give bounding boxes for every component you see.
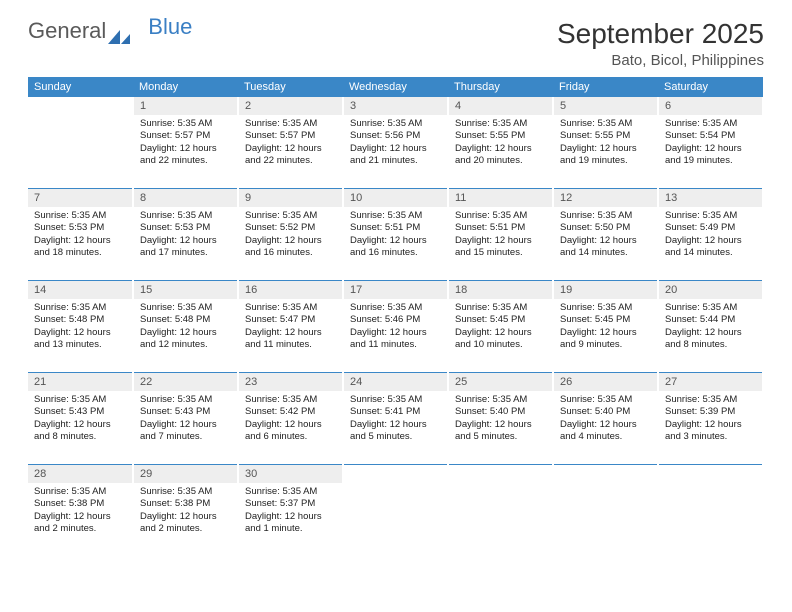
day-cell: Sunrise: 5:35 AMSunset: 5:54 PMDaylight:… [658,115,763,189]
day-num: 21 [28,373,133,392]
day-cell: Sunrise: 5:35 AMSunset: 5:39 PMDaylight:… [658,391,763,465]
day-cell: Sunrise: 5:35 AMSunset: 5:40 PMDaylight:… [448,391,553,465]
day-num: 4 [448,97,553,115]
week5-nums: 28 29 30 [28,465,763,484]
day-num: 10 [343,189,448,208]
day-num: 9 [238,189,343,208]
dayhead-wed: Wednesday [343,77,448,97]
day-cell: Sunrise: 5:35 AMSunset: 5:56 PMDaylight:… [343,115,448,189]
day-num: 14 [28,281,133,300]
day-num: 24 [343,373,448,392]
week2-content: Sunrise: 5:35 AMSunset: 5:53 PMDaylight:… [28,207,763,281]
week2-nums: 7 8 9 10 11 12 13 [28,189,763,208]
day-cell: Sunrise: 5:35 AMSunset: 5:45 PMDaylight:… [553,299,658,373]
day-cell: Sunrise: 5:35 AMSunset: 5:53 PMDaylight:… [28,207,133,281]
day-num: 18 [448,281,553,300]
day-num: 12 [553,189,658,208]
day-num: 28 [28,465,133,484]
dayhead-sun: Sunday [28,77,133,97]
day-blank [658,465,763,484]
day-num: 6 [658,97,763,115]
day-num: 5 [553,97,658,115]
day-cell: Sunrise: 5:35 AMSunset: 5:49 PMDaylight:… [658,207,763,281]
dayhead-sat: Saturday [658,77,763,97]
week3-content: Sunrise: 5:35 AMSunset: 5:48 PMDaylight:… [28,299,763,373]
day-cell: Sunrise: 5:35 AMSunset: 5:51 PMDaylight:… [448,207,553,281]
day-num: 23 [238,373,343,392]
day-cell: Sunrise: 5:35 AMSunset: 5:41 PMDaylight:… [343,391,448,465]
day-cell: Sunrise: 5:35 AMSunset: 5:48 PMDaylight:… [133,299,238,373]
day-cell: Sunrise: 5:35 AMSunset: 5:40 PMDaylight:… [553,391,658,465]
day-cell: Sunrise: 5:35 AMSunset: 5:57 PMDaylight:… [238,115,343,189]
location-text: Bato, Bicol, Philippines [557,52,764,69]
day-num: 13 [658,189,763,208]
day-cell [28,115,133,189]
day-cell: Sunrise: 5:35 AMSunset: 5:53 PMDaylight:… [133,207,238,281]
day-num: 19 [553,281,658,300]
day-blank [343,465,448,484]
day-cell [448,483,553,556]
day-num: 2 [238,97,343,115]
week1-nums: 1 2 3 4 5 6 [28,97,763,115]
week4-nums: 21 22 23 24 25 26 27 [28,373,763,392]
week5-content: Sunrise: 5:35 AMSunset: 5:38 PMDaylight:… [28,483,763,556]
day-cell: Sunrise: 5:35 AMSunset: 5:38 PMDaylight:… [28,483,133,556]
day-num: 11 [448,189,553,208]
logo-text-blue: Blue [148,14,192,40]
day-num: 26 [553,373,658,392]
day-cell: Sunrise: 5:35 AMSunset: 5:52 PMDaylight:… [238,207,343,281]
day-cell: Sunrise: 5:35 AMSunset: 5:38 PMDaylight:… [133,483,238,556]
day-num: 8 [133,189,238,208]
day-num: 20 [658,281,763,300]
day-cell: Sunrise: 5:35 AMSunset: 5:48 PMDaylight:… [28,299,133,373]
calendar-table: Sunday Monday Tuesday Wednesday Thursday… [28,77,764,556]
day-cell: Sunrise: 5:35 AMSunset: 5:46 PMDaylight:… [343,299,448,373]
day-blank [553,465,658,484]
day-cell: Sunrise: 5:35 AMSunset: 5:55 PMDaylight:… [553,115,658,189]
week1-content: Sunrise: 5:35 AMSunset: 5:57 PMDaylight:… [28,115,763,189]
day-cell: Sunrise: 5:35 AMSunset: 5:37 PMDaylight:… [238,483,343,556]
day-num: 22 [133,373,238,392]
dayhead-thu: Thursday [448,77,553,97]
week3-nums: 14 15 16 17 18 19 20 [28,281,763,300]
day-num: 17 [343,281,448,300]
day-cell [343,483,448,556]
day-num: 7 [28,189,133,208]
day-cell: Sunrise: 5:35 AMSunset: 5:44 PMDaylight:… [658,299,763,373]
day-cell: Sunrise: 5:35 AMSunset: 5:57 PMDaylight:… [133,115,238,189]
day-cell: Sunrise: 5:35 AMSunset: 5:50 PMDaylight:… [553,207,658,281]
day-num: 1 [133,97,238,115]
day-num: 30 [238,465,343,484]
day-blank [28,97,133,115]
day-cell [658,483,763,556]
logo-text-general: General [28,18,106,44]
day-num: 29 [133,465,238,484]
dayhead-mon: Monday [133,77,238,97]
logo: General Blue [28,18,174,44]
day-cell: Sunrise: 5:35 AMSunset: 5:43 PMDaylight:… [28,391,133,465]
day-cell: Sunrise: 5:35 AMSunset: 5:45 PMDaylight:… [448,299,553,373]
day-num: 15 [133,281,238,300]
day-num: 25 [448,373,553,392]
day-cell: Sunrise: 5:35 AMSunset: 5:43 PMDaylight:… [133,391,238,465]
dayhead-fri: Friday [553,77,658,97]
day-cell [553,483,658,556]
day-blank [448,465,553,484]
day-num: 3 [343,97,448,115]
day-cell: Sunrise: 5:35 AMSunset: 5:47 PMDaylight:… [238,299,343,373]
dayhead-tue: Tuesday [238,77,343,97]
week4-content: Sunrise: 5:35 AMSunset: 5:43 PMDaylight:… [28,391,763,465]
day-num: 16 [238,281,343,300]
day-num: 27 [658,373,763,392]
day-header-row: Sunday Monday Tuesday Wednesday Thursday… [28,77,763,97]
day-cell: Sunrise: 5:35 AMSunset: 5:51 PMDaylight:… [343,207,448,281]
month-title: September 2025 [557,18,764,50]
day-cell: Sunrise: 5:35 AMSunset: 5:42 PMDaylight:… [238,391,343,465]
day-cell: Sunrise: 5:35 AMSunset: 5:55 PMDaylight:… [448,115,553,189]
header: General Blue September 2025 Bato, Bicol,… [28,18,764,69]
logo-sail-icon [108,24,130,38]
